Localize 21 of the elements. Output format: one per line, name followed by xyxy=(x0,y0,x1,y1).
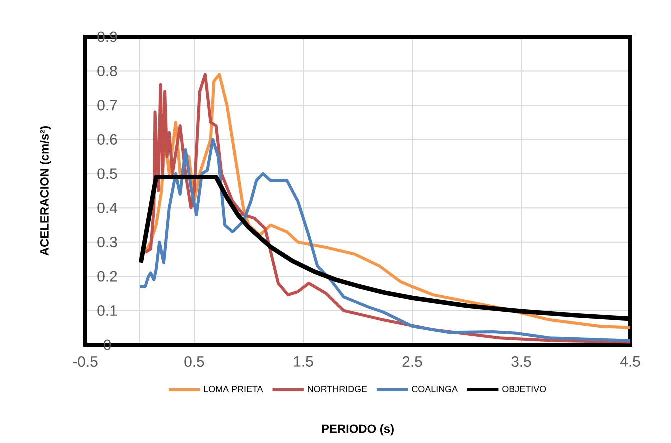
y-tick-label: 0.6 xyxy=(98,134,118,145)
x-tick-label: 1.5 xyxy=(294,356,314,367)
y-tick-label: 0.7 xyxy=(98,100,118,111)
y-tick-label: 0.8 xyxy=(98,66,118,77)
y-tick-label: 0.5 xyxy=(98,168,118,180)
line-series xyxy=(138,138,632,342)
y-tick-label: 0.4 xyxy=(98,202,118,214)
x-axis-title: PERIODO (s) xyxy=(322,424,394,436)
legend-label: LOMA PRIETA xyxy=(204,386,264,392)
x-tick-label: 3.5 xyxy=(512,356,532,368)
x-tick-label: 4.5 xyxy=(620,356,640,367)
x-tick-label: 2.5 xyxy=(402,356,422,368)
legend-label: COALINGA xyxy=(412,386,458,392)
legend-label: OBJETIVO xyxy=(502,386,546,392)
x-tick-label: 0.5 xyxy=(184,356,204,368)
legend-label: NORTHRIDGE xyxy=(308,386,368,392)
x-tick-label: -0.5 xyxy=(73,356,98,368)
y-tick-label: 0.2 xyxy=(98,271,118,282)
y-axis-title: ACELERACION (cm/s²) xyxy=(40,126,52,256)
y-tick-label: 0.1 xyxy=(98,305,118,316)
y-tick-label: 0.3 xyxy=(98,237,118,248)
